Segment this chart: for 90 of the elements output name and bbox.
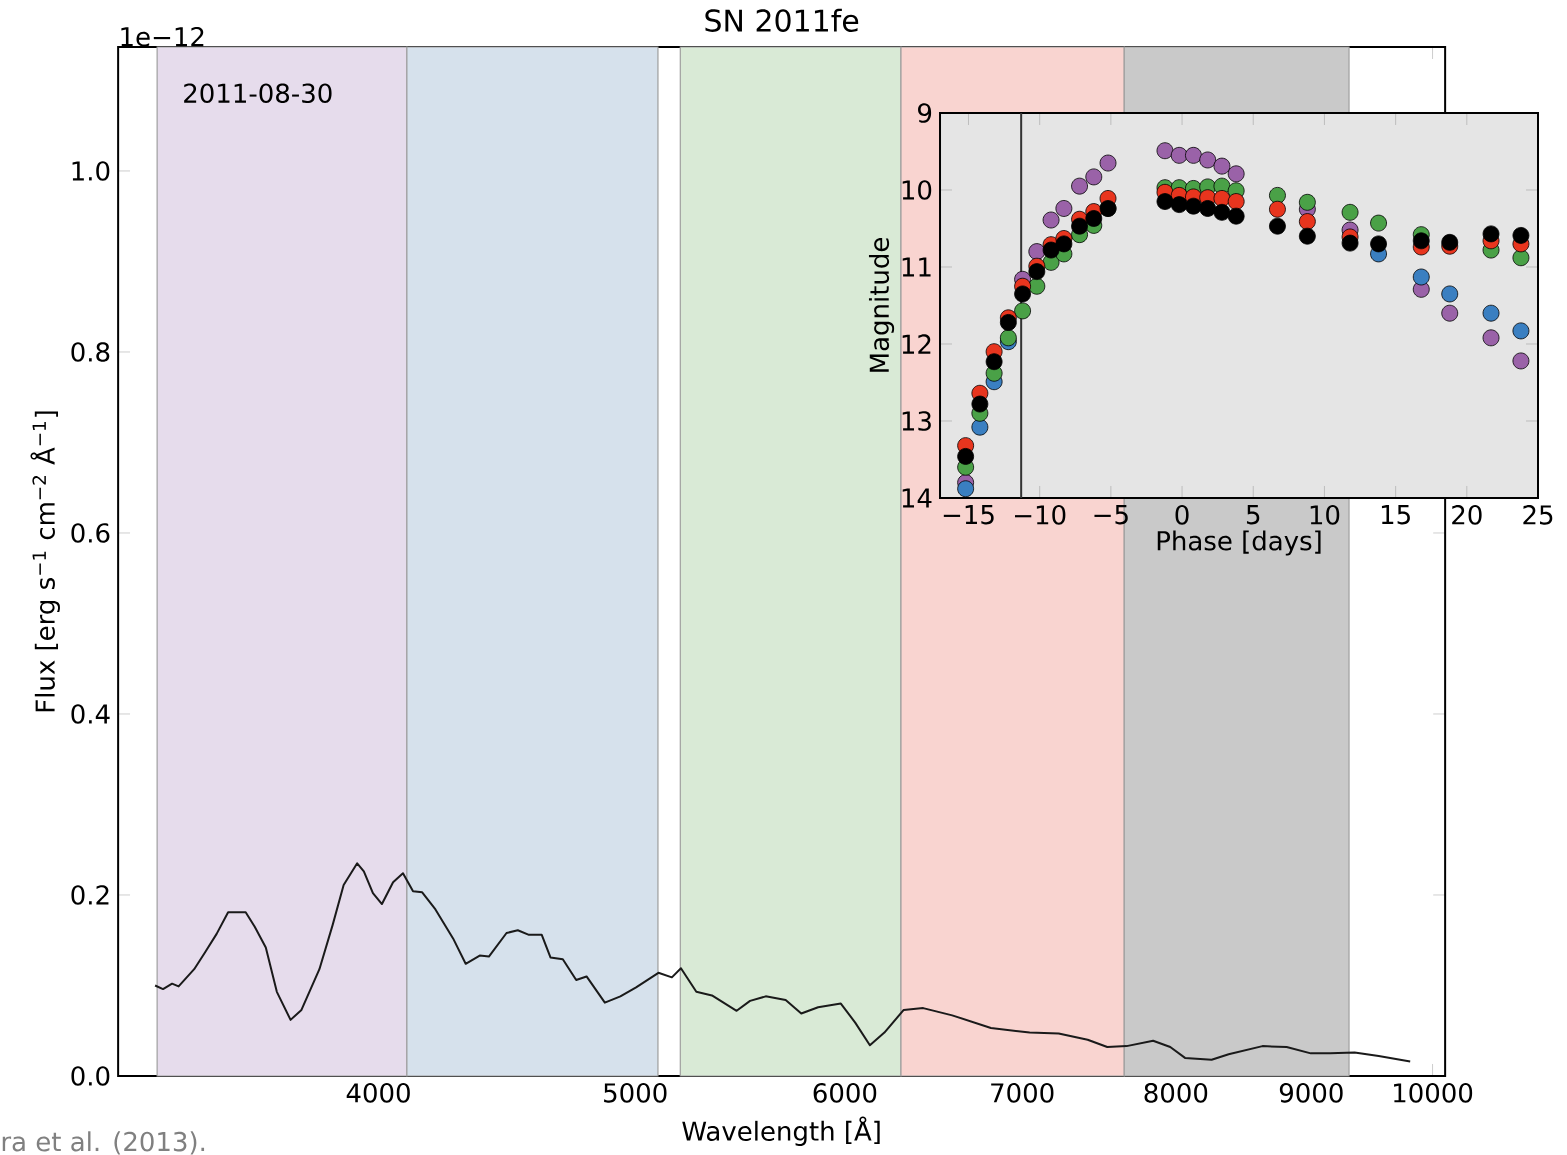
point (1227, 165, 1245, 183)
y-tick-label: 9 (918, 103, 932, 123)
x-tick-label: 4000 (346, 1083, 410, 1103)
point (1482, 304, 1500, 322)
point (1170, 196, 1188, 214)
y-tick-label: 0.4 (71, 704, 110, 724)
point (1055, 200, 1073, 217)
x-tick-label: −15 (943, 505, 994, 525)
y-tick-label: 11 (902, 257, 931, 277)
point (1370, 214, 1387, 232)
point (1199, 151, 1217, 169)
y-tick-label: 0.0 (71, 1066, 110, 1086)
point (1512, 249, 1530, 267)
point (1014, 285, 1031, 303)
x-tick-label: 15 (1381, 505, 1410, 525)
x-tick-label: −10 (1015, 505, 1066, 525)
point (971, 395, 989, 413)
point (1071, 217, 1088, 235)
point (999, 329, 1017, 347)
point (1298, 193, 1316, 211)
point (1269, 200, 1286, 218)
x-tick-label: 7000 (991, 1083, 1054, 1103)
x-tick-label: 5 (1246, 505, 1260, 525)
point (1441, 285, 1459, 303)
point (957, 480, 975, 498)
point (1298, 227, 1316, 245)
point (1412, 268, 1430, 286)
point (1014, 302, 1031, 320)
point (1412, 232, 1430, 250)
point (1071, 177, 1088, 195)
point (1156, 193, 1174, 210)
point (1156, 142, 1174, 160)
y-tick-label: 10 (902, 180, 932, 200)
y-tick-label: 0.2 (71, 885, 109, 905)
point (1441, 233, 1459, 251)
y-axis-title: Magnitude (868, 237, 895, 372)
y-tick-label: 13 (902, 411, 931, 431)
point (1055, 235, 1073, 253)
point (1512, 322, 1530, 340)
x-tick-label: 10000 (1394, 1083, 1473, 1103)
x-axis-title: Wavelength [Å] (682, 1116, 880, 1146)
y-tick-label: 14 (902, 488, 932, 508)
point (1269, 217, 1286, 235)
point (1298, 213, 1316, 230)
y-axis-title: Flux [erg s$^{−1}$ cm$^{−2}$ Å$^{−1}$] (30, 411, 60, 712)
point (1185, 146, 1202, 164)
point (957, 448, 975, 465)
point (1028, 263, 1046, 281)
point (1227, 193, 1245, 210)
point (1269, 186, 1286, 204)
text: ra et al. (2013). (2, 1131, 205, 1155)
point (1185, 197, 1202, 215)
x-tick-label: 10 (1310, 505, 1340, 525)
point (971, 418, 989, 436)
x-tick-label: 25 (1523, 505, 1553, 525)
y-tick-label: 0.6 (71, 523, 110, 543)
y-tick-label: 12 (902, 334, 931, 354)
point (1170, 146, 1188, 164)
x-tick-label: 8000 (1144, 1083, 1208, 1103)
x-tick-label: 9000 (1279, 1083, 1343, 1103)
point (1370, 235, 1387, 253)
point (1099, 154, 1117, 172)
point (1213, 203, 1231, 221)
annotation: 2011-08-30 (184, 83, 332, 104)
text: 1e−12 (121, 26, 204, 47)
point (1199, 200, 1217, 217)
point (985, 353, 1003, 371)
point (1085, 210, 1103, 227)
point (999, 314, 1017, 331)
point (1085, 168, 1103, 186)
point (1227, 207, 1245, 225)
point (1341, 203, 1359, 221)
point (1213, 157, 1231, 175)
point (1512, 227, 1530, 244)
x-tick-label: 20 (1452, 505, 1482, 525)
x-tick-label: 6000 (813, 1083, 877, 1103)
point (1042, 241, 1060, 259)
point (1512, 352, 1530, 370)
x-tick-label: 5000 (604, 1083, 667, 1103)
y-tick-label: 1.0 (72, 161, 110, 181)
y-tick-label: 0.8 (71, 342, 110, 362)
point (1441, 304, 1459, 322)
x-axis-title: Phase [days] (1157, 530, 1321, 556)
point (1482, 329, 1500, 347)
point (1482, 225, 1500, 243)
point (1341, 234, 1359, 252)
x-tick-label: −5 (1094, 505, 1128, 525)
chart-title: SN 2011fe (705, 8, 859, 32)
x-tick-label: 0 (1175, 505, 1189, 525)
point (1042, 211, 1060, 229)
